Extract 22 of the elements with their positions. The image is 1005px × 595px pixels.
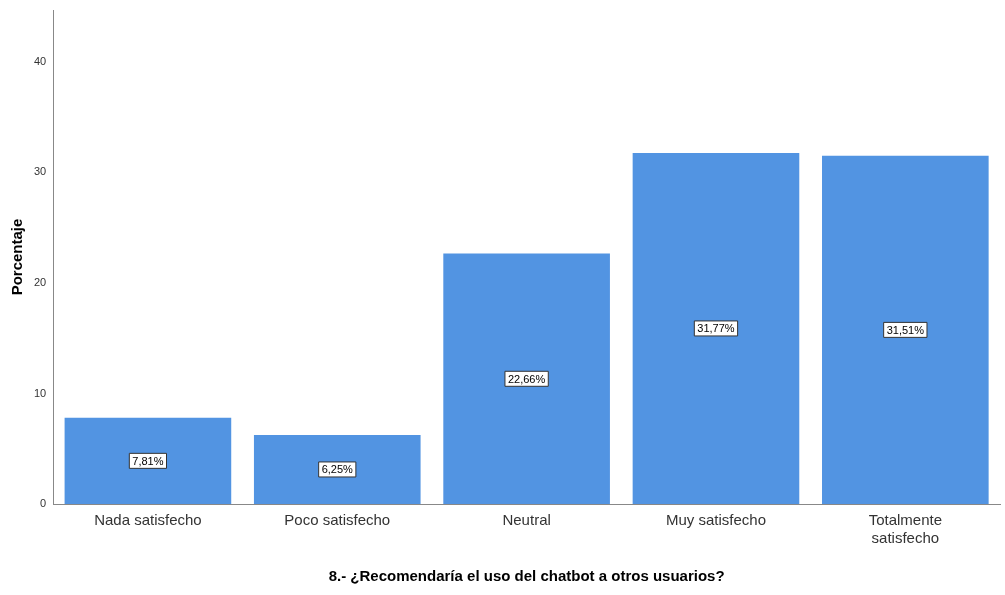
bar bbox=[64, 417, 232, 504]
x-tick-label: Neutral bbox=[502, 511, 551, 529]
data-label: 22,66% bbox=[507, 372, 546, 385]
x-tick-label: Nada satisfecho bbox=[94, 511, 202, 529]
bar bbox=[443, 253, 610, 504]
bar bbox=[632, 152, 800, 504]
y-axis-title: Porcentaje bbox=[8, 218, 26, 296]
x-tick-label: Poco satisfecho bbox=[284, 511, 391, 529]
data-label: 7,81% bbox=[132, 454, 164, 467]
data-label: 6,25% bbox=[321, 463, 354, 476]
x-tick-label: Totalmente satisfecho bbox=[868, 511, 943, 547]
x-tick-label: Muy satisfecho bbox=[665, 511, 766, 529]
x-axis-title: 8.- ¿Recomendaría el uso del chatbot a otros usuarios? bbox=[328, 567, 725, 585]
y-tick-label: 0 bbox=[40, 497, 47, 510]
y-tick-label: 10 bbox=[33, 386, 47, 399]
y-tick-label: 40 bbox=[33, 54, 47, 67]
data-label: 31,51% bbox=[886, 323, 925, 336]
data-label: 31,77% bbox=[697, 322, 735, 335]
y-tick-label: 20 bbox=[33, 276, 47, 288]
bar bbox=[253, 434, 421, 504]
y-tick-label: 30 bbox=[33, 165, 47, 178]
bar bbox=[822, 155, 989, 504]
